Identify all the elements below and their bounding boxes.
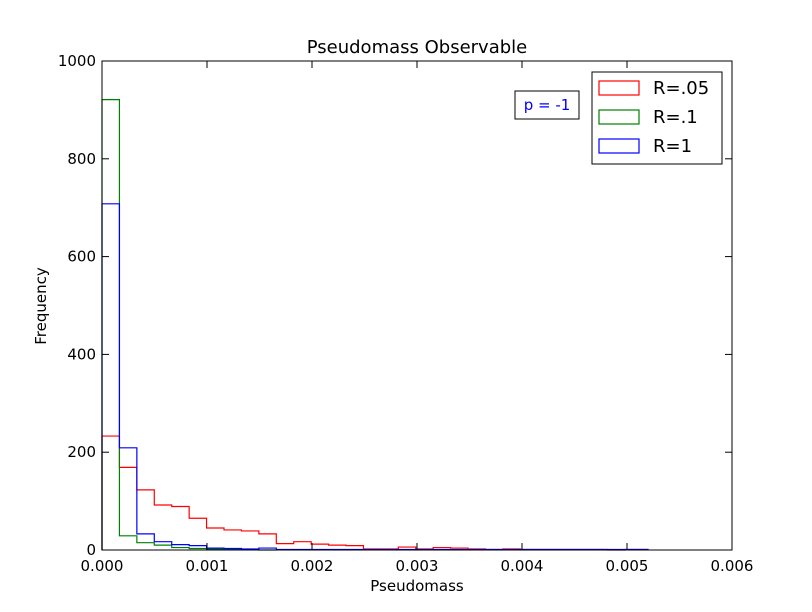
y-tick-label: 0 — [86, 541, 96, 559]
x-tick-label: 0.004 — [501, 557, 544, 575]
legend-label: R=.05 — [653, 78, 709, 99]
x-tick-label: 0.006 — [711, 557, 754, 575]
legend-label: R=.1 — [653, 107, 698, 128]
x-tick-label: 0.005 — [606, 557, 649, 575]
bar-R=.05-11 — [294, 542, 311, 550]
bar-R=.05-7 — [224, 530, 241, 550]
annotation-box: p = -1 — [514, 90, 580, 120]
bar-R=.1-2 — [137, 543, 154, 550]
tick-layer: 0.000 0.001 0.002 0.003 0.004 0.005 0.006 0 200 4… — [58, 52, 754, 575]
annotation-text: p = -1 — [524, 96, 571, 114]
chart-title: Pseudomass Observable — [307, 37, 528, 58]
bar-R=1-3 — [154, 542, 171, 550]
series-outline — [101, 435, 649, 551]
x-axis-label: Pseudomass — [370, 577, 464, 595]
series-outline — [101, 203, 649, 551]
bar-R=1-1 — [119, 448, 136, 550]
y-tick-label: 1000 — [58, 52, 96, 70]
legend-swatch — [598, 109, 640, 125]
bar-R=.1-3 — [154, 545, 171, 550]
y-tick-label: 800 — [67, 150, 96, 168]
bar-R=.05-8 — [241, 531, 258, 550]
legend-swatch — [598, 138, 640, 154]
bar-R=1-2 — [137, 534, 154, 550]
series-R=.1 — [101, 99, 277, 551]
y-tick-label: 200 — [67, 443, 96, 461]
legend: R=.05 R=.1 R=1 — [591, 71, 723, 165]
x-tick-label: 0.000 — [81, 557, 124, 575]
bar-R=.1-0 — [102, 100, 119, 550]
y-axis-label: Frequency — [32, 267, 50, 345]
plot-frame — [101, 60, 733, 551]
series-R=1 — [101, 203, 649, 551]
bar-R=1-5 — [189, 546, 206, 550]
annotation-frame — [514, 90, 580, 120]
series-layer — [101, 99, 649, 551]
bar-R=1-0 — [102, 204, 119, 550]
legend-item-R=.05: R=.05 — [598, 78, 709, 99]
x-tick-label: 0.003 — [396, 557, 439, 575]
legend-label: R=1 — [653, 136, 692, 157]
legend-item-R=1: R=1 — [598, 136, 692, 157]
bar-R=.05-4 — [172, 506, 189, 550]
series-outline — [101, 99, 277, 551]
legend-swatch — [598, 80, 640, 96]
x-tick-label: 0.002 — [291, 557, 334, 575]
bar-R=.05-1 — [119, 467, 136, 550]
bar-R=.05-2 — [137, 490, 154, 550]
legend-frame — [591, 71, 723, 165]
y-tick-label: 600 — [67, 248, 96, 266]
bar-R=.1-1 — [119, 536, 136, 550]
y-tick-label: 400 — [67, 345, 96, 363]
legend-item-R=.1: R=.1 — [598, 107, 698, 128]
bar-R=.05-6 — [207, 528, 224, 550]
bar-R=.05-0 — [102, 436, 119, 550]
bar-R=.05-3 — [154, 505, 171, 550]
x-tick-label: 0.001 — [186, 557, 229, 575]
series-R=.05 — [101, 435, 649, 551]
